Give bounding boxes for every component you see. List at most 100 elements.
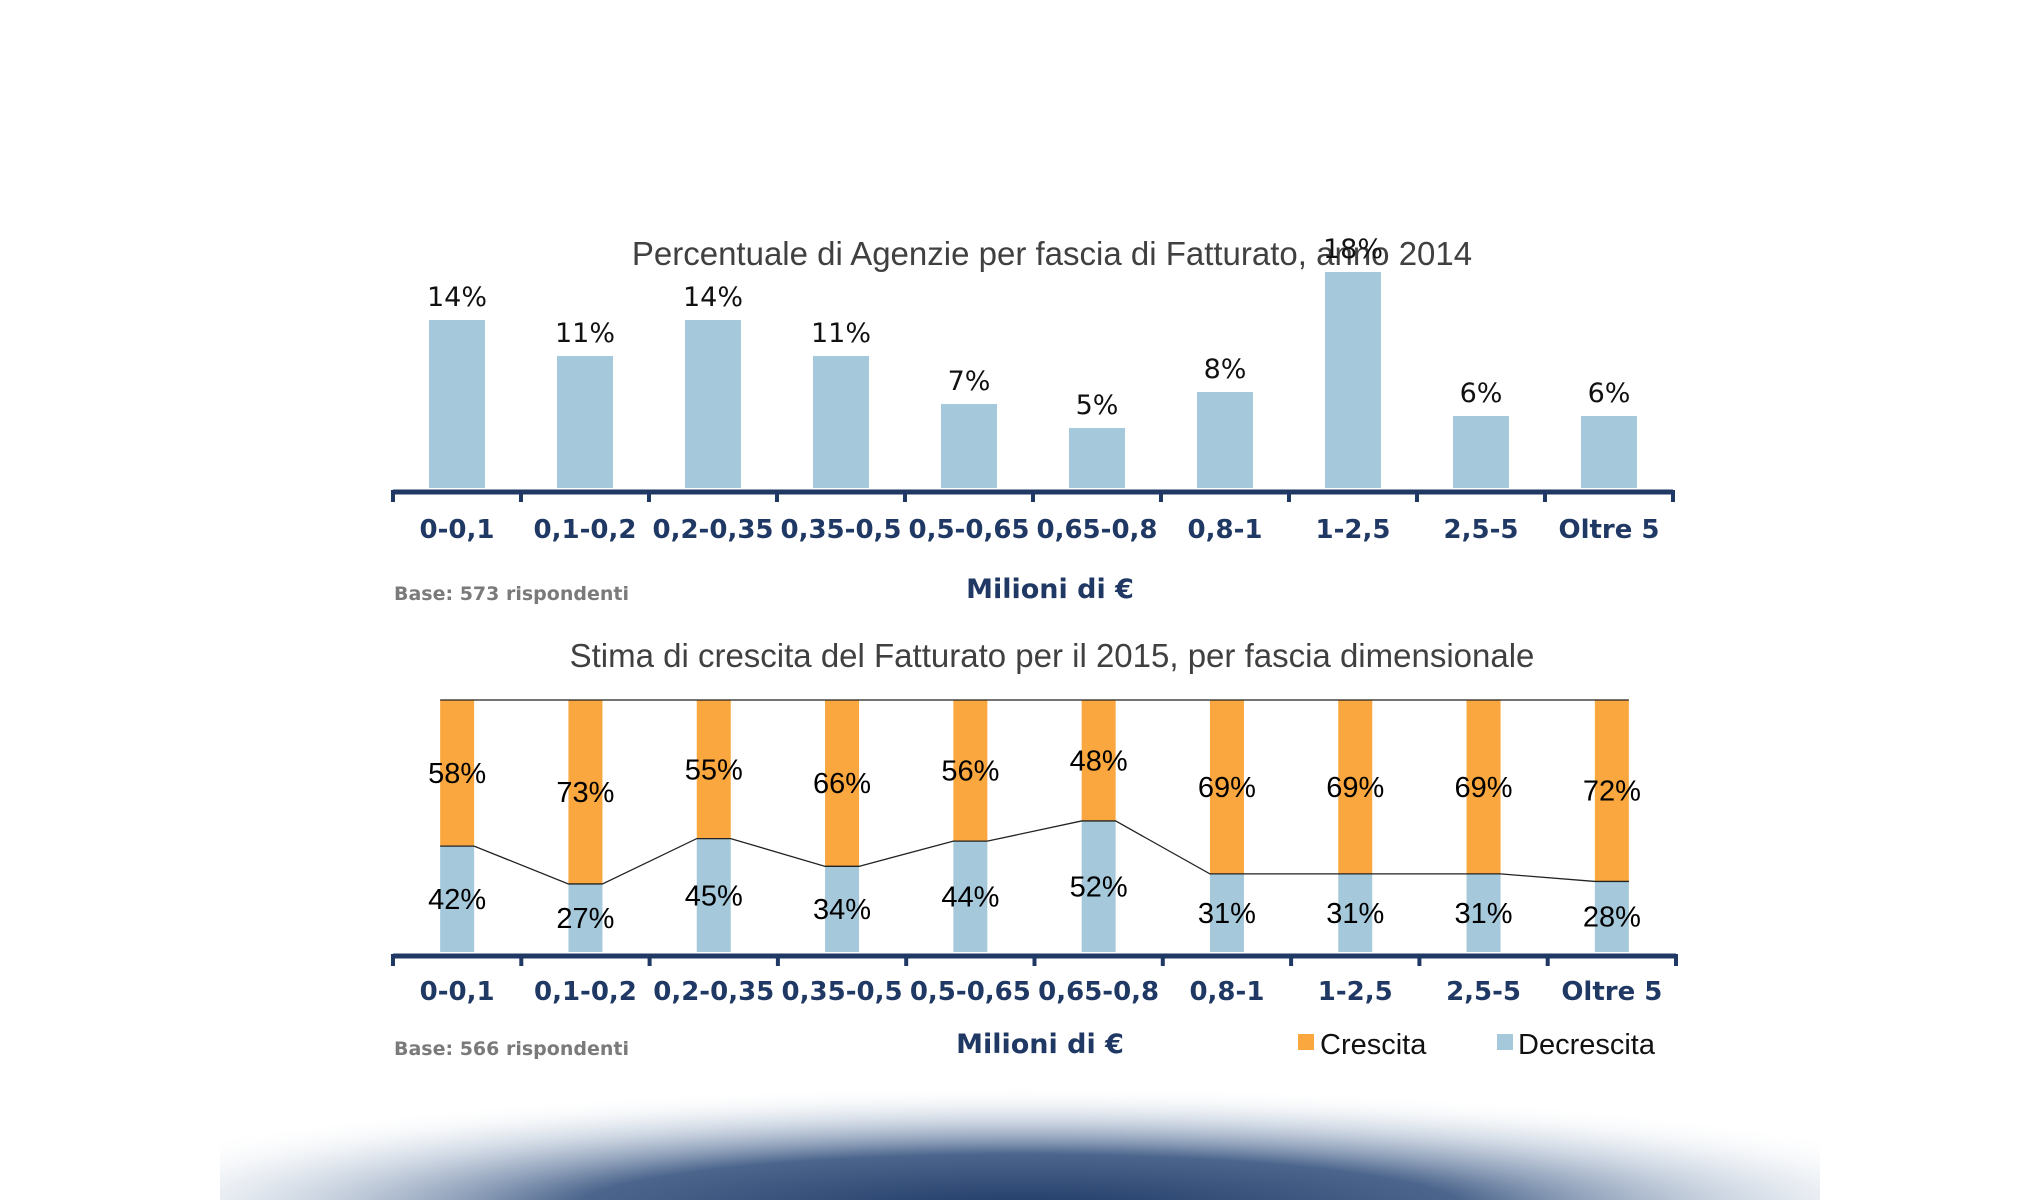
chart2-tick-label: 0,65-0,8 bbox=[1038, 977, 1159, 1007]
chart1-value-label: 14% bbox=[427, 282, 487, 313]
chart2-label-decrescita: 45% bbox=[685, 880, 743, 912]
chart1-tick-label: 0,65-0,8 bbox=[1037, 515, 1158, 545]
chart1-value-label: 5% bbox=[1076, 390, 1119, 421]
chart1-title: Percentuale di Agenzie per fascia di Fat… bbox=[632, 235, 1472, 272]
chart1-tick-label: Oltre 5 bbox=[1558, 515, 1659, 545]
chart1-tick-label: 1-2,5 bbox=[1316, 515, 1391, 545]
chart1-x-axis bbox=[391, 489, 1675, 502]
background-glow bbox=[220, 1000, 1820, 1200]
chart1-bar bbox=[1581, 416, 1637, 488]
chart1-bar bbox=[1453, 416, 1509, 488]
legend-swatch-crescita bbox=[1298, 1034, 1314, 1050]
chart2-bar-crescita bbox=[1338, 700, 1373, 874]
chart1-bar bbox=[429, 320, 485, 488]
chart2-label-crescita: 69% bbox=[1455, 772, 1513, 804]
chart2-bar-crescita bbox=[1081, 700, 1116, 821]
chart1-tick-labels: 0-0,1 0,1-0,2 0,2-0,35 0,35-0,5 0,5-0,65 0,65… bbox=[420, 515, 1660, 545]
chart2-tick-labels: 0-0,1 0,1-0,2 0,2-0,35 0,35-0,5 0,5-0,65 0,65… bbox=[420, 977, 1663, 1007]
chart2-bar-decrescita bbox=[953, 841, 988, 952]
chart2-label-crescita: 69% bbox=[1198, 772, 1256, 804]
chart2-label-decrescita: 44% bbox=[941, 882, 999, 914]
chart1-bar bbox=[1325, 272, 1381, 488]
chart2-tick-label: 2,5-5 bbox=[1446, 977, 1521, 1007]
chart2-label-decrescita: 31% bbox=[1455, 898, 1513, 930]
chart1-value-label: 11% bbox=[555, 318, 615, 349]
chart2-bar-decrescita bbox=[568, 883, 603, 952]
chart2-bar-crescita bbox=[1466, 700, 1501, 874]
chart2-tick-label: Oltre 5 bbox=[1561, 977, 1662, 1007]
chart2-label-crescita: 58% bbox=[428, 758, 486, 790]
chart1-bar bbox=[685, 320, 741, 488]
chart2-bar-decrescita bbox=[1081, 820, 1116, 952]
chart1-tick-label: 0,5-0,65 bbox=[909, 515, 1030, 545]
chart2-tick-label: 0,2-0,35 bbox=[653, 977, 774, 1007]
chart2-label-decrescita: 31% bbox=[1326, 898, 1384, 930]
chart1-bar bbox=[557, 356, 613, 488]
chart2-label-crescita: 56% bbox=[941, 756, 999, 788]
chart1-tick-label: 0,35-0,5 bbox=[781, 515, 902, 545]
chart2-label-crescita: 48% bbox=[1070, 745, 1128, 777]
chart2-boundary-line bbox=[440, 820, 1629, 885]
chart2-bar-crescita bbox=[953, 700, 988, 842]
chart2-label-crescita: 73% bbox=[556, 777, 614, 809]
chart1-value-label: 14% bbox=[683, 282, 743, 313]
chart2-tick-label: 1-2,5 bbox=[1318, 977, 1393, 1007]
chart1-tick-label: 0,8-1 bbox=[1188, 515, 1263, 545]
chart2-xlabel: Milioni di € bbox=[956, 1029, 1124, 1060]
legend-label-crescita: Crescita bbox=[1320, 1029, 1427, 1061]
chart2-bar-decrescita bbox=[1594, 881, 1629, 952]
legend-label-decrescita: Decrescita bbox=[1518, 1029, 1656, 1061]
chart2-legend: Crescita Decrescita bbox=[1298, 1029, 1656, 1061]
chart1-tick-label: 0,2-0,35 bbox=[653, 515, 774, 545]
chart2-bar-crescita bbox=[1594, 700, 1629, 882]
chart1-tick-label: 0,1-0,2 bbox=[534, 515, 637, 545]
chart1-value-label: 6% bbox=[1460, 378, 1503, 409]
chart2-bar-decrescita bbox=[1338, 873, 1373, 952]
legend-swatch-decrescita bbox=[1497, 1034, 1513, 1050]
chart1-value-label: 7% bbox=[948, 366, 991, 397]
chart1-tick-label: 2,5-5 bbox=[1444, 515, 1519, 545]
chart2-bar-decrescita bbox=[825, 866, 860, 952]
chart2-bars bbox=[440, 700, 1629, 952]
chart1-bars bbox=[429, 272, 1637, 488]
chart1-bar bbox=[941, 404, 997, 488]
chart2-series-lines bbox=[440, 699, 1629, 885]
chart2-bar-crescita bbox=[568, 700, 603, 884]
chart2-base-note: Base: 566 rispondenti bbox=[394, 1038, 629, 1060]
chart2-bar-crescita bbox=[696, 700, 731, 839]
chart2-label-crescita: 66% bbox=[813, 768, 871, 800]
chart1-bar bbox=[813, 356, 869, 488]
chart1-base-note: Base: 573 rispondenti bbox=[394, 583, 629, 605]
chart1-value-label: 11% bbox=[811, 318, 871, 349]
chart2-label-crescita: 69% bbox=[1326, 772, 1384, 804]
chart2-value-labels: 58% 42% 73% 27% 55% 45% 66% 34% 56% 44% 48% 52% 69% 3… bbox=[428, 745, 1641, 935]
chart2-bar-crescita bbox=[1209, 700, 1244, 874]
chart2-tick-label: 0,5-0,65 bbox=[910, 977, 1031, 1007]
chart1-value-labels: 14% 11% 14% 11% 7% 5% 8% 18% 6% 6% bbox=[427, 234, 1630, 421]
chart1-value-label: 18% bbox=[1323, 234, 1383, 265]
chart2-tick-label: 0-0,1 bbox=[420, 977, 495, 1007]
chart2-bar-decrescita bbox=[1466, 873, 1501, 952]
chart2-label-decrescita: 52% bbox=[1070, 871, 1128, 903]
chart2-title: Stima di crescita del Fatturato per il 2… bbox=[570, 637, 1535, 674]
chart2-tick-label: 0,1-0,2 bbox=[534, 977, 637, 1007]
chart2-label-decrescita: 31% bbox=[1198, 898, 1256, 930]
chart1-bar bbox=[1197, 392, 1253, 488]
chart2-label-decrescita: 28% bbox=[1583, 902, 1641, 934]
chart1-value-label: 6% bbox=[1588, 378, 1631, 409]
chart1-bar bbox=[1069, 428, 1125, 488]
chart2-label-decrescita: 34% bbox=[813, 894, 871, 926]
chart1-xlabel: Milioni di € bbox=[966, 574, 1134, 605]
chart1-value-label: 8% bbox=[1204, 354, 1247, 385]
chart2-bar-decrescita bbox=[440, 846, 475, 952]
chart2-label-decrescita: 42% bbox=[428, 884, 486, 916]
chart2-bar-crescita bbox=[440, 700, 475, 847]
chart1-tick-label: 0-0,1 bbox=[420, 515, 495, 545]
chart2-label-decrescita: 27% bbox=[556, 903, 614, 935]
chart2-bar-decrescita bbox=[696, 838, 731, 952]
chart2-x-axis bbox=[391, 953, 1678, 966]
chart2-label-crescita: 55% bbox=[685, 754, 743, 786]
chart2-bar-crescita bbox=[825, 700, 860, 867]
